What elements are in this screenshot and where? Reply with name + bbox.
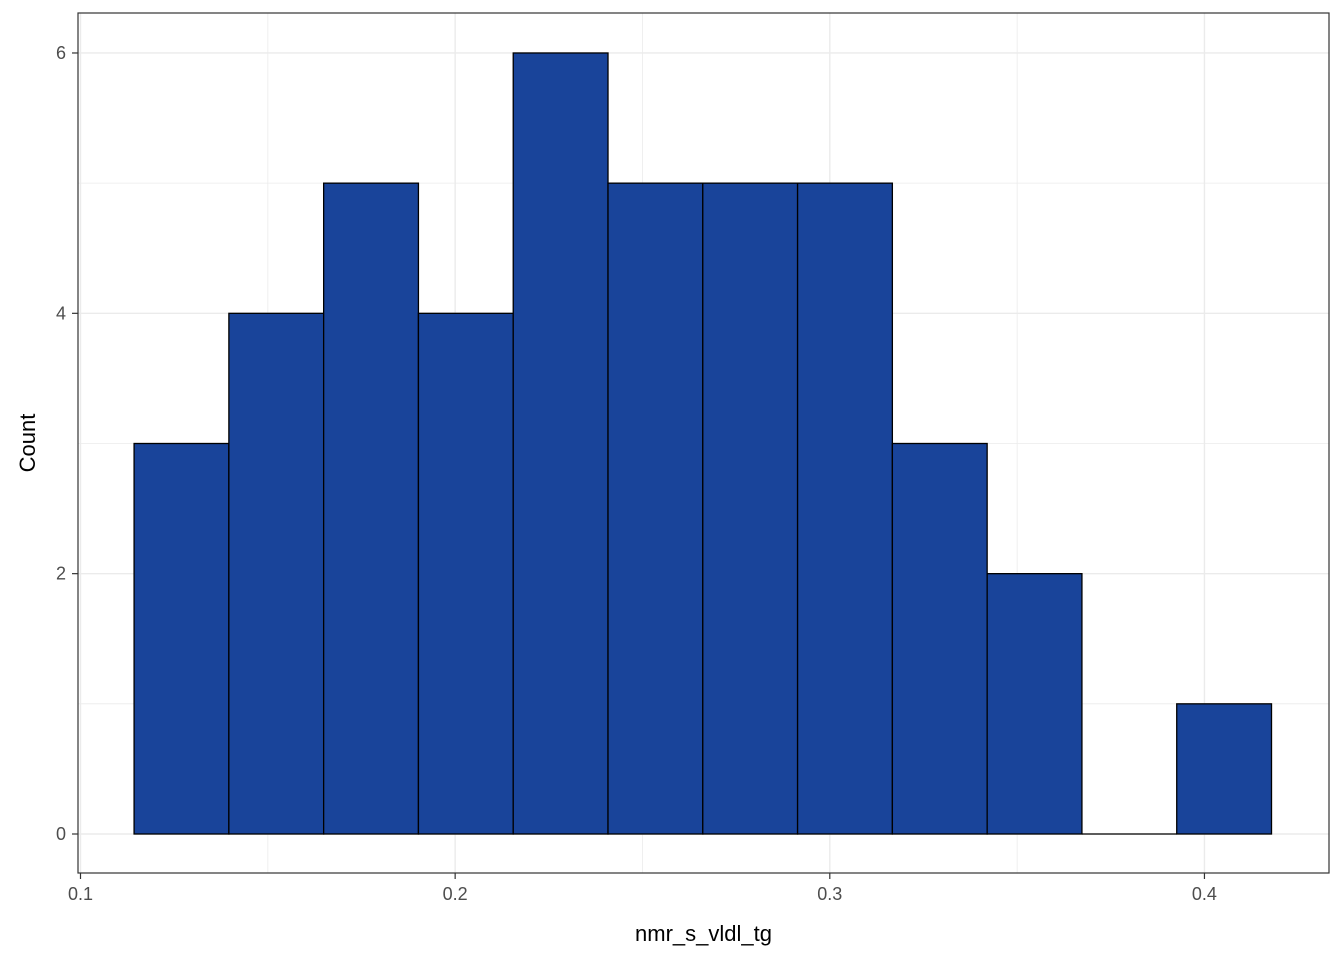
y-axis-title: Count: [15, 414, 40, 473]
histogram-bar: [796, 182, 894, 835]
histogram-bar: [607, 182, 704, 835]
x-tick-label: 0.4: [1192, 884, 1217, 904]
histogram-bar: [891, 442, 988, 835]
y-tick-label: 0: [56, 824, 66, 844]
x-tick-label: 0.1: [68, 884, 93, 904]
axis-tick-labels: 0.1 0.2 0.3 0.4 0 2 4 6: [56, 43, 1217, 904]
histogram-bar: [1176, 703, 1273, 835]
y-tick-label: 2: [56, 564, 66, 584]
histogram-bar: [133, 442, 230, 835]
x-axis-title: nmr_s_vldl_tg: [635, 921, 772, 946]
histogram-bar: [512, 52, 609, 835]
y-tick-label: 4: [56, 303, 66, 323]
histogram-bar: [228, 312, 325, 835]
histogram-bars: [133, 52, 1273, 835]
histogram-bar: [322, 182, 420, 835]
histogram-bar: [986, 573, 1083, 835]
y-tick-label: 6: [56, 43, 66, 63]
x-tick-label: 0.2: [443, 884, 468, 904]
histogram-bar: [702, 182, 799, 835]
histogram-bar: [417, 312, 514, 835]
panel-border: [77, 12, 1330, 874]
axis-ticks: [72, 52, 1206, 879]
x-tick-label: 0.3: [817, 884, 842, 904]
